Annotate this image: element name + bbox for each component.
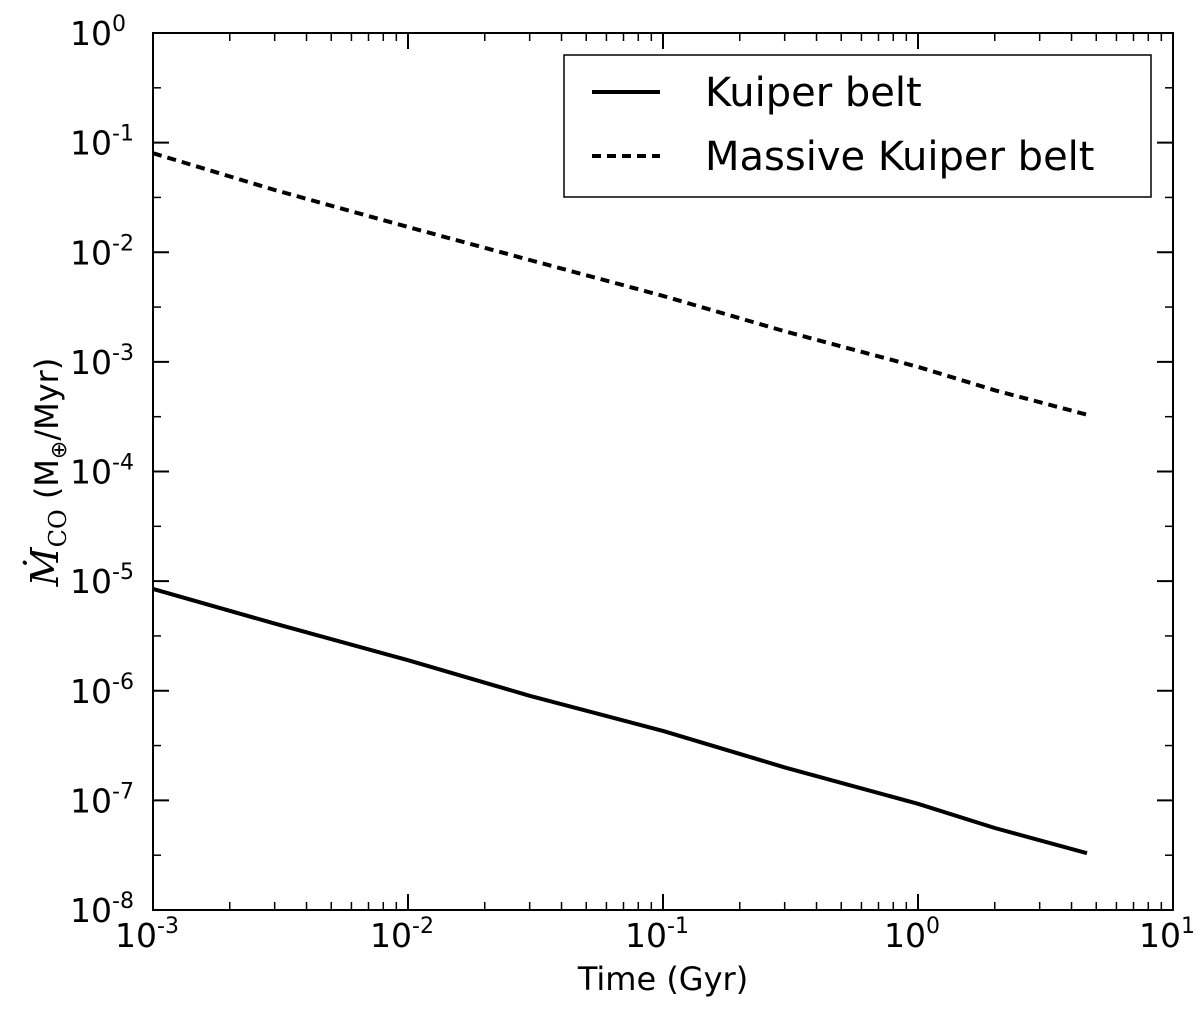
y-tick-base: 10 <box>70 672 112 711</box>
x-tick-labels: 10-3 10-2 10-1 100 101 <box>115 914 1195 955</box>
y-tick-base: 10 <box>70 891 112 930</box>
x-tick-label: 100 <box>884 914 940 955</box>
x-tick-label: 10-3 <box>115 914 179 955</box>
y-tick-exponent: -3 <box>112 341 134 366</box>
x-tick-base: 10 <box>1139 916 1181 955</box>
y-tick-label: 10-5 <box>70 560 134 601</box>
x-tick-base: 10 <box>115 916 157 955</box>
x-tick-exponent: -2 <box>412 914 434 939</box>
series-layer <box>152 151 1088 856</box>
x-tick-exponent: 0 <box>926 914 940 939</box>
y-tick-exponent: -1 <box>112 122 134 147</box>
y-tick-exponent: -8 <box>112 889 134 914</box>
x-tick-exponent: -1 <box>667 914 689 939</box>
x-axis-label: Time (Gyr) <box>577 960 748 998</box>
x-tick-label: 10-2 <box>370 914 434 955</box>
x-tick-exponent: 1 <box>1181 914 1195 939</box>
y-tick-exponent: -5 <box>112 560 134 585</box>
y-axis-label-unit-sub: ⊕ <box>47 441 72 459</box>
y-tick-base: 10 <box>70 233 112 272</box>
legend-box <box>563 54 1152 198</box>
x-tick-label: 10-1 <box>625 914 689 955</box>
y-axis-label-unit-close: /Myr) <box>28 358 66 441</box>
x-tick-base: 10 <box>884 916 926 955</box>
legend: Kuiper belt Massive Kuiper belt <box>563 54 1152 198</box>
y-tick-exponent: 0 <box>112 12 126 37</box>
y-axis-label-symbol: Ṁ <box>23 546 67 587</box>
y-tick-label: 10-7 <box>70 779 134 820</box>
y-tick-exponent: -2 <box>112 231 134 256</box>
x-tick-base: 10 <box>625 916 667 955</box>
y-tick-base: 10 <box>70 14 112 53</box>
legend-label-kuiper-belt: Kuiper belt <box>705 70 922 116</box>
svg-text:ṀCO (M⊕/Myr): ṀCO (M⊕/Myr) <box>23 358 72 588</box>
y-tick-label: 10-2 <box>70 231 134 272</box>
y-tick-base: 10 <box>70 781 112 820</box>
x-tick-exponent: -3 <box>157 914 179 939</box>
y-tick-exponent: -6 <box>112 670 134 695</box>
y-tick-label: 10-1 <box>70 122 134 163</box>
y-axis-label-unit-open: (M <box>28 459 66 509</box>
x-tick-label: 101 <box>1139 914 1195 955</box>
y-tick-label: 10-6 <box>70 670 134 711</box>
y-tick-label: 10-8 <box>70 889 134 930</box>
y-tick-exponent: -7 <box>112 779 134 804</box>
y-tick-base: 10 <box>70 124 112 163</box>
y-tick-label: 10-3 <box>70 341 134 382</box>
legend-label-massive-kuiper-belt: Massive Kuiper belt <box>705 134 1094 180</box>
axis-ticks <box>152 32 1174 911</box>
y-tick-base: 10 <box>70 562 112 601</box>
y-tick-base: 10 <box>70 343 112 382</box>
x-tick-base: 10 <box>370 916 412 955</box>
series-line-massive-kuiper-belt <box>152 151 1088 417</box>
series-line-kuiper-belt <box>152 586 1088 856</box>
y-tick-label: 100 <box>70 12 126 53</box>
y-axis-label: ṀCO (M⊕/Myr) <box>23 358 72 588</box>
y-axis-label-subscript: CO <box>44 509 72 547</box>
y-tick-exponent: -4 <box>112 451 134 476</box>
y-tick-base: 10 <box>70 453 112 492</box>
y-tick-label: 10-4 <box>70 451 134 492</box>
